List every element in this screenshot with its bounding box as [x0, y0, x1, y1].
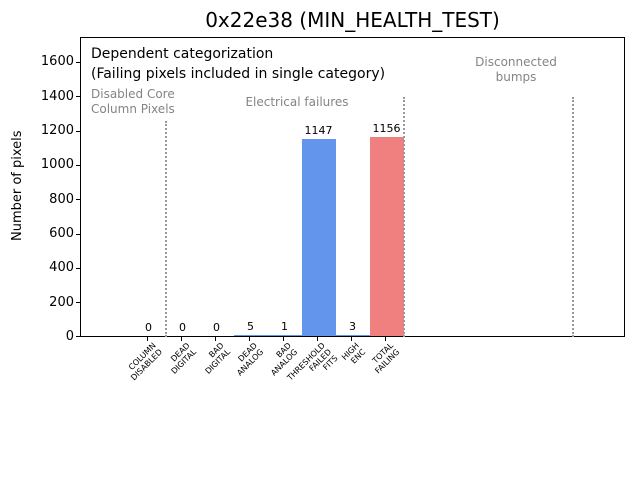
x-tick-mark — [215, 337, 216, 341]
x-tick-label-bad-digital: BAD DIGITAL — [197, 341, 231, 376]
y-tick-label: 400 — [49, 260, 74, 275]
y-tick-label: 200 — [49, 295, 74, 310]
x-tick-mark — [181, 337, 182, 341]
annotation-line: Column Pixels — [91, 102, 175, 116]
bar-value-label: 5 — [247, 319, 254, 333]
annotation-disabled-core-column-pixels: Disabled Core Column Pixels — [91, 87, 175, 117]
bar-total-failing — [369, 137, 404, 336]
y-tick-mark — [76, 96, 80, 97]
bar-value-label: 3 — [349, 320, 356, 333]
bar-threshold-failed-fits — [301, 138, 336, 336]
bar-value-label: 0 — [179, 321, 186, 334]
y-tick-label: 1200 — [40, 123, 74, 138]
bar-value-label: 1147 — [304, 123, 333, 137]
x-tick-label-dead-analog: DEAD ANALOG — [229, 341, 266, 377]
chart-title: 0x22e38 (MIN_HEALTH_TEST) — [205, 8, 500, 32]
x-tick-label-dead-digital: DEAD DIGITAL — [163, 341, 198, 376]
y-tick-mark — [76, 165, 80, 166]
y-axis-label: Number of pixels — [10, 130, 25, 241]
x-tick-label-total-failing: TOTAL FAILING — [367, 341, 402, 375]
annotation-failing-note: (Failing pixels included in single categ… — [91, 66, 386, 82]
x-tick-mark — [147, 337, 148, 341]
bar-high-enc — [335, 335, 370, 336]
y-tick-mark — [76, 62, 80, 63]
x-tick-mark — [385, 337, 386, 341]
annotation-line: Disabled Core — [91, 87, 175, 101]
y-tick-label: 1600 — [40, 54, 74, 69]
bar-dead-analog — [233, 334, 268, 336]
annotation-line: bumps — [495, 70, 537, 84]
annotation-electrical-failures: Electrical failures — [245, 95, 349, 109]
x-tick-mark — [351, 337, 352, 341]
y-tick-mark — [76, 234, 80, 235]
x-tick-label-column-disabled: COLUMN DISABLED — [122, 341, 163, 382]
y-tick-label: 1400 — [40, 89, 74, 104]
plot-area: 0 0 0 5 1 1147 3 1156 — [80, 37, 625, 337]
annotation-line: Disconnected — [475, 55, 557, 69]
y-tick-mark — [76, 336, 80, 337]
x-tick-label-high-enc: HIGH ENC — [340, 341, 367, 368]
y-tick-mark — [76, 268, 80, 269]
y-tick-label: 800 — [49, 192, 74, 207]
bar-bad-analog — [267, 335, 302, 336]
bar-value-label: 1 — [281, 320, 288, 334]
y-tick-label: 1000 — [40, 157, 74, 172]
y-tick-label: 600 — [49, 226, 74, 241]
y-tick-mark — [76, 199, 80, 200]
bar-value-label: 0 — [145, 321, 152, 334]
y-tick-mark — [76, 302, 80, 303]
x-tick-mark — [283, 337, 284, 341]
y-tick-label: 0 — [65, 329, 74, 344]
annotation-dependent-categorization: Dependent categorization — [91, 46, 274, 62]
annotation-disconnected-bumps: Disconnected bumps — [456, 55, 576, 85]
bar-value-label: 0 — [213, 321, 220, 334]
region-divider-line — [165, 121, 167, 337]
bar-value-label: 1156 — [372, 122, 401, 136]
region-divider-line — [403, 97, 405, 337]
x-tick-mark — [317, 337, 318, 341]
region-divider-line — [572, 97, 574, 337]
y-tick-mark — [76, 131, 80, 132]
x-tick-mark — [249, 337, 250, 341]
